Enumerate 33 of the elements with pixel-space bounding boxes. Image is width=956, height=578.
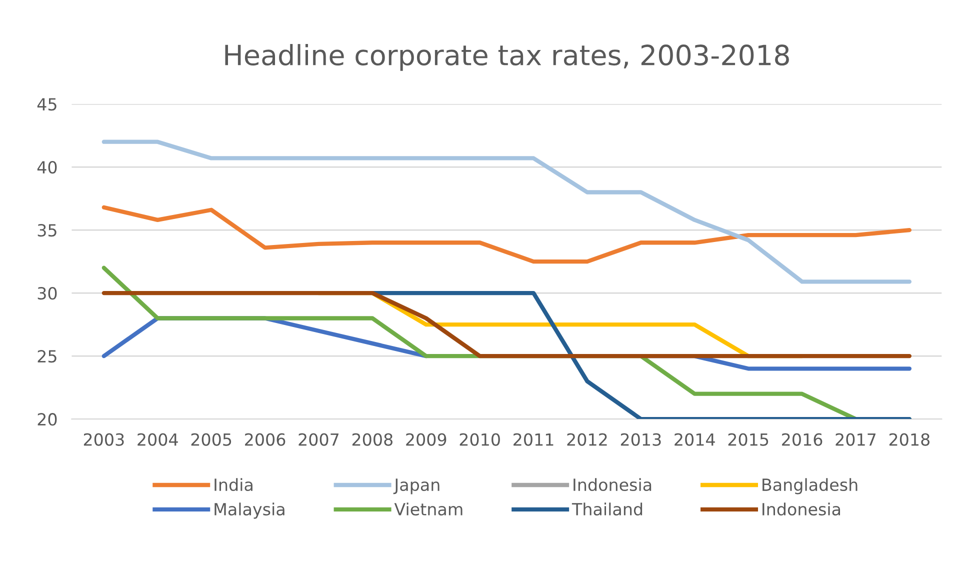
x-tick-label: 2005 [191, 433, 232, 446]
y-tick-label: 25 [38, 350, 56, 363]
x-tick-label: 2013 [620, 433, 661, 446]
x-tick-label: 2014 [674, 433, 715, 446]
legend-label: India [214, 478, 252, 492]
y-tick-label: 40 [37, 161, 57, 174]
x-tick-label: 2011 [514, 433, 554, 446]
x-tick-label: 2016 [782, 433, 822, 446]
x-tick-label: 2018 [889, 433, 930, 446]
x-tick-label: 2012 [567, 433, 607, 446]
legend-label: Malaysia [214, 502, 284, 519]
legend-label: Indonesia [574, 478, 652, 492]
x-tick-label: 2004 [138, 433, 178, 446]
x-tick-label: 2008 [352, 433, 392, 446]
legend-label: Indonesia [762, 502, 840, 516]
line-series [102, 140, 912, 284]
x-tick-label: 2007 [298, 433, 339, 446]
y-tick-label: 20 [38, 413, 57, 426]
y-tick-label: 35 [38, 224, 56, 237]
y-tick-label: 30 [38, 287, 57, 300]
legend-label: Thailand [572, 502, 642, 516]
legend-label: Bangladesh [762, 478, 858, 494]
x-tick-label: 2015 [728, 433, 768, 446]
x-tick-label: 2003 [84, 433, 124, 446]
x-tick-label: 2017 [836, 433, 876, 446]
x-tick-label: 2006 [245, 433, 286, 446]
legend-label: Japan [393, 478, 440, 494]
y-tick-label: 45 [37, 98, 56, 111]
line-series [102, 205, 912, 264]
x-tick-label: 2010 [460, 433, 500, 446]
chart-title: Headline corporate tax rates, 2003-2018 [225, 44, 789, 71]
legend-label: Vietnam [394, 502, 462, 516]
x-tick-label: 2009 [406, 433, 446, 446]
